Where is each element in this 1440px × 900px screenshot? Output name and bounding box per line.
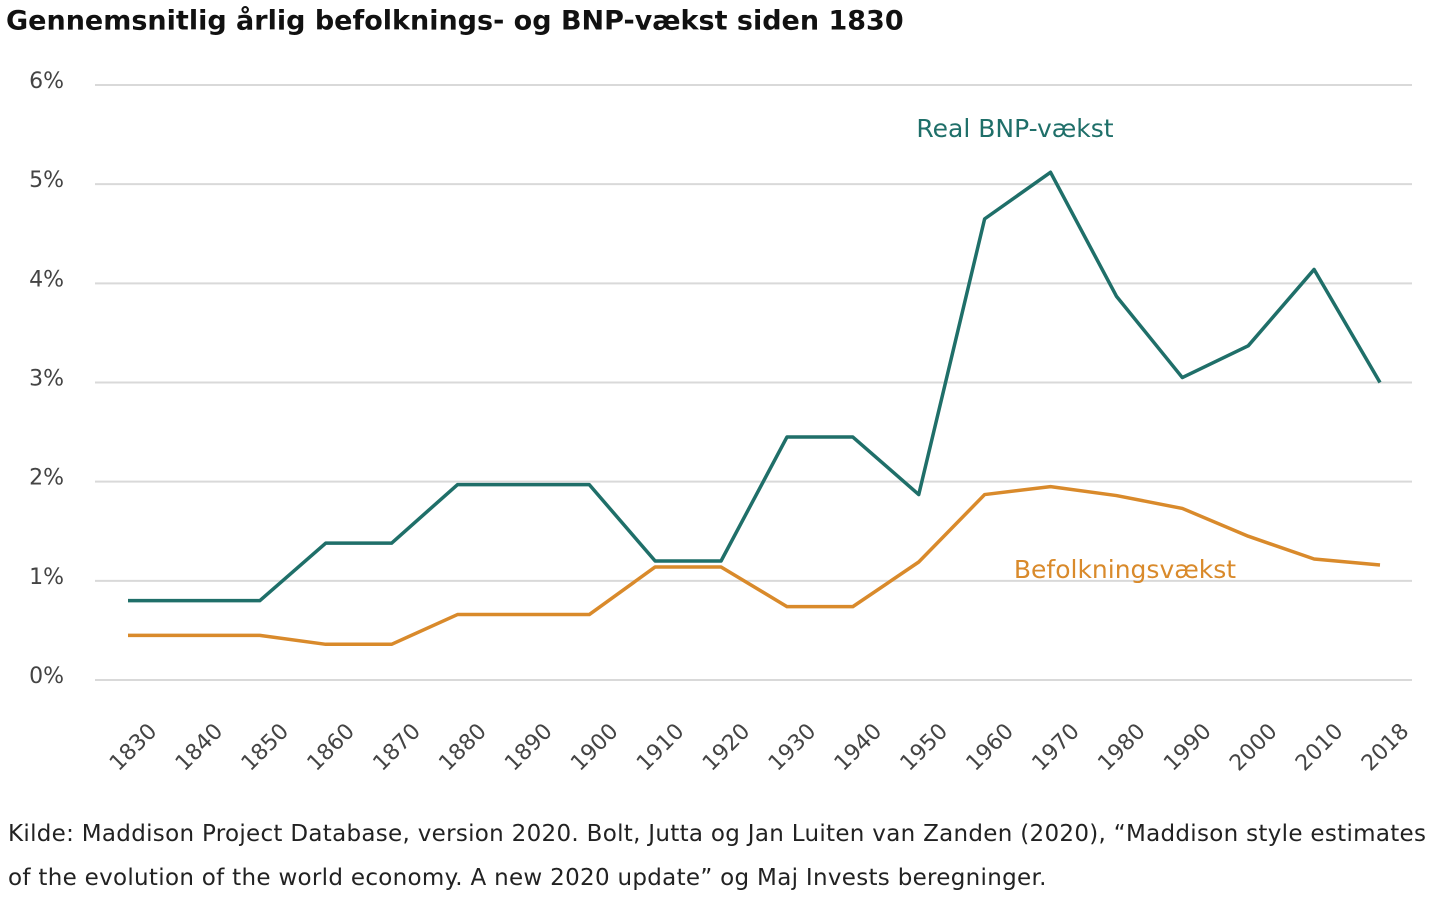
x-tick-label: 1910 [632, 719, 689, 776]
x-tick-label: 1850 [237, 719, 294, 776]
series-line [128, 170, 1382, 603]
x-tick-label: 1930 [764, 719, 821, 776]
y-tick-label: 2% [29, 466, 64, 491]
y-tick-label: 0% [29, 664, 64, 689]
x-tick-label: 1920 [698, 719, 755, 776]
x-tick-label: 1830 [105, 719, 162, 776]
x-tick-label: 1960 [962, 719, 1019, 776]
x-tick-label: 1880 [434, 719, 491, 776]
x-tick-label: 2010 [1291, 719, 1348, 776]
x-tick-label: 1890 [500, 719, 557, 776]
series-label: Real BNP-vækst [916, 114, 1113, 143]
series-label: Befolkningsvækst [1014, 555, 1236, 584]
x-tick-label: 1860 [303, 719, 360, 776]
y-tick-label: 4% [29, 267, 64, 292]
y-tick-label: 3% [29, 367, 64, 392]
x-tick-label: 1940 [830, 719, 887, 776]
chart: Gennemsnitlig årlig befolknings- og BNP-… [6, 5, 1414, 777]
x-tick-label: 1870 [369, 719, 426, 776]
x-tick-label: 1840 [171, 719, 228, 776]
source-note: Kilde: Maddison Project Database, versio… [8, 821, 1427, 891]
x-tick-label: 1950 [896, 719, 953, 776]
x-tick-label: 2000 [1225, 719, 1282, 776]
series-line [128, 484, 1381, 647]
x-tick-label: 2018 [1357, 719, 1414, 776]
y-tick-label: 5% [29, 168, 64, 193]
y-tick-label: 1% [29, 565, 64, 590]
x-tick-label: 1980 [1093, 719, 1150, 776]
x-tick-label: 1900 [566, 719, 623, 776]
x-tick-label: 1990 [1159, 719, 1216, 776]
x-tick-label: 1970 [1028, 719, 1085, 776]
chart-title: Gennemsnitlig årlig befolknings- og BNP-… [6, 5, 904, 37]
y-tick-label: 6% [29, 69, 64, 94]
